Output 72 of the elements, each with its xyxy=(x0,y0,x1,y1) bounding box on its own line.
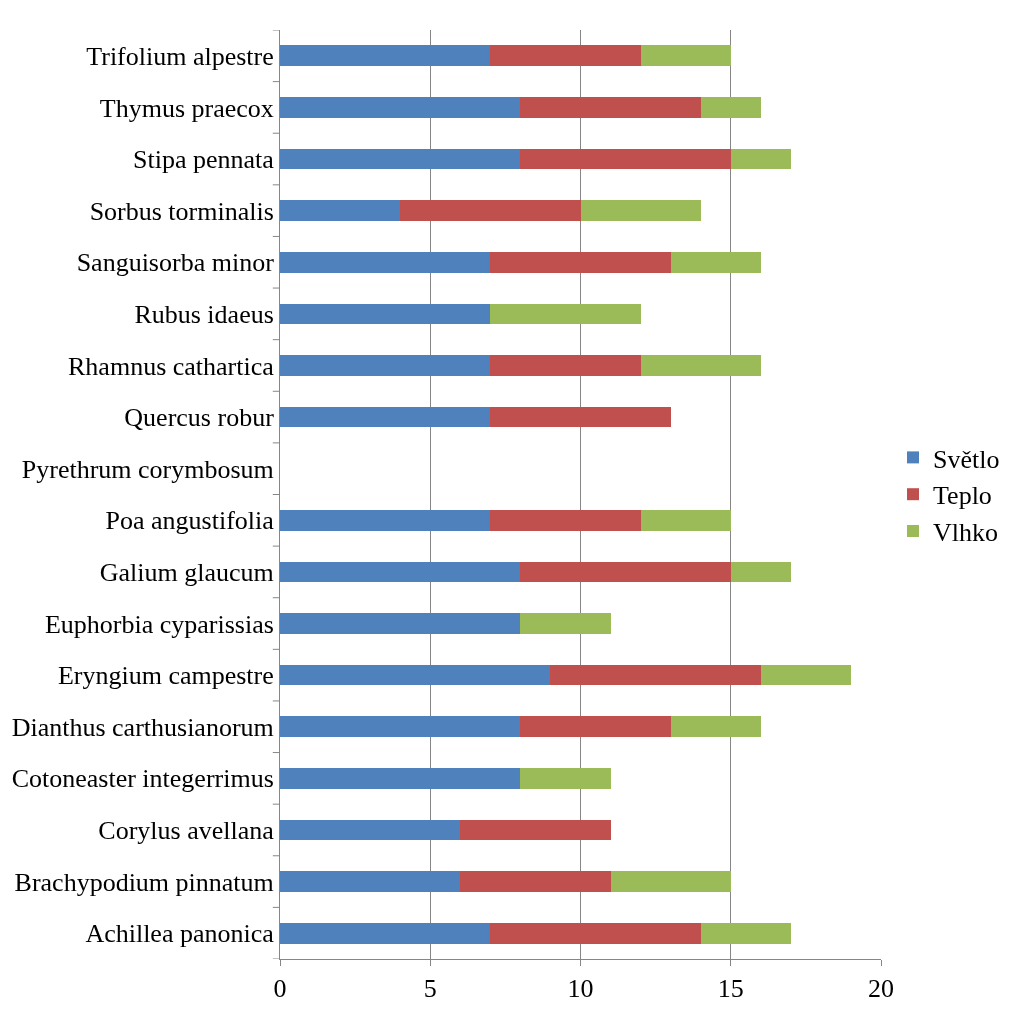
bar xyxy=(280,97,521,118)
bar xyxy=(730,561,791,583)
bar xyxy=(280,819,461,841)
y-tick-label: Pyrethrum corymbosum xyxy=(21,454,274,484)
bar xyxy=(730,148,791,170)
y-tick-label: Galium glaucum xyxy=(99,558,274,588)
x-tick-label: 5 xyxy=(423,974,437,1004)
y-tick-label: Sanguisorba minor xyxy=(76,248,275,278)
bar xyxy=(700,922,791,944)
bar xyxy=(490,509,641,531)
y-tick-label: Dianthus carthusianorum xyxy=(11,712,274,742)
bar xyxy=(280,509,491,531)
bar xyxy=(280,303,491,325)
bar xyxy=(490,45,641,67)
y-tick-label: Stipa pennata xyxy=(133,145,275,175)
bar xyxy=(280,355,491,376)
bar xyxy=(520,97,701,118)
bar xyxy=(280,406,491,428)
bar xyxy=(610,871,731,892)
bar xyxy=(520,561,731,583)
bar xyxy=(280,716,521,738)
bar xyxy=(280,922,491,944)
bar xyxy=(400,200,581,221)
y-tick-label: Rhamnus cathartica xyxy=(68,351,275,381)
x-tick-label: 15 xyxy=(717,974,744,1004)
bar xyxy=(550,664,761,686)
bar xyxy=(760,664,851,686)
bar xyxy=(670,716,761,738)
bar xyxy=(640,509,731,531)
bar xyxy=(490,303,641,325)
bar xyxy=(640,45,731,67)
bar xyxy=(460,819,611,841)
y-tick-label: Achillea panonica xyxy=(85,919,275,949)
bar xyxy=(700,97,761,118)
bar xyxy=(490,406,671,428)
y-tick-label: Sorbus torminalis xyxy=(89,196,274,226)
bar xyxy=(490,251,671,273)
y-tick-label: Poa angustifolia xyxy=(105,506,275,536)
bar xyxy=(520,613,611,634)
bar xyxy=(280,251,491,273)
bar xyxy=(280,871,461,892)
x-tick-label: 20 xyxy=(868,974,894,1004)
bar xyxy=(280,613,521,634)
legend-label: Světlo xyxy=(933,444,1000,474)
y-tick-label: Rubus idaeus xyxy=(134,299,274,329)
y-tick-label: Quercus robur xyxy=(124,403,275,433)
x-tick-label: 0 xyxy=(273,974,287,1004)
bar xyxy=(670,251,761,273)
bar xyxy=(280,200,401,221)
y-tick-label: Thymus praecox xyxy=(99,93,274,123)
y-tick-label: Trifolium alpestre xyxy=(86,41,274,71)
bar xyxy=(280,561,521,583)
bar xyxy=(280,664,551,686)
legend-label: Teplo xyxy=(933,481,992,511)
y-tick-label: Brachypodium pinnatum xyxy=(14,867,274,897)
bar xyxy=(280,148,521,170)
y-tick-label: Eryngium campestre xyxy=(57,661,274,691)
bar xyxy=(580,200,701,221)
bar xyxy=(280,768,521,789)
bar xyxy=(520,148,731,170)
x-tick-label: 10 xyxy=(567,974,594,1004)
bar xyxy=(280,45,491,67)
bar xyxy=(490,922,701,944)
bar xyxy=(520,768,611,789)
bar xyxy=(520,716,671,738)
bar xyxy=(490,355,641,376)
y-tick-label: Corylus avellana xyxy=(98,816,275,846)
bar xyxy=(460,871,611,892)
y-tick-label: Cotoneaster integerrimus xyxy=(11,764,274,794)
bar xyxy=(640,355,761,376)
y-tick-label: Euphorbia cyparissias xyxy=(44,609,274,639)
legend-label: Vlhko xyxy=(933,518,999,548)
